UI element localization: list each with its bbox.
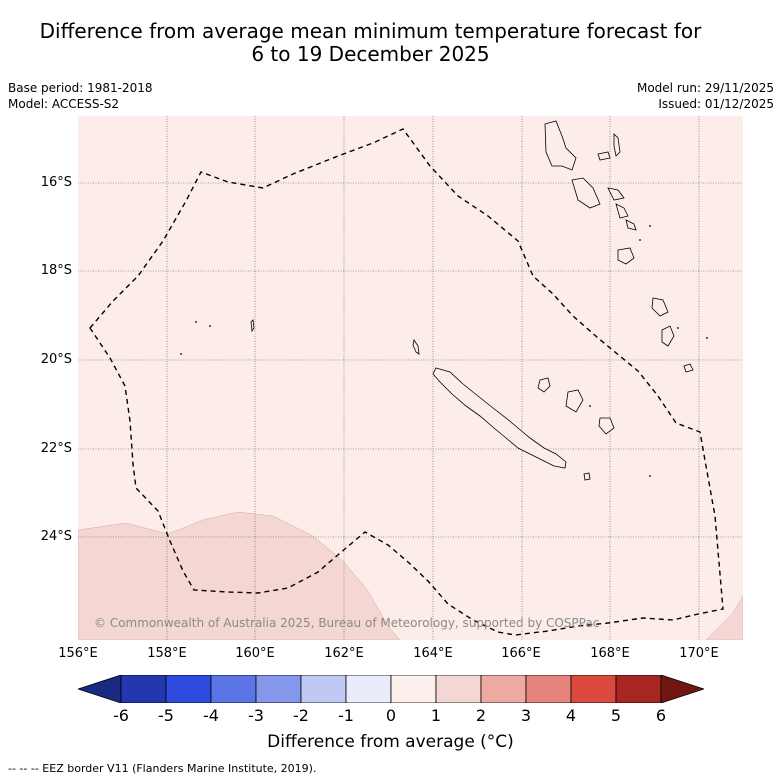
colorbar-segment [300, 675, 347, 703]
lat-label: 16°S [40, 175, 72, 190]
colorbar-tick: -3 [248, 706, 264, 725]
colorbar-tick: -4 [203, 706, 219, 725]
colorbar-tick: -6 [113, 706, 129, 725]
lat-label: 18°S [40, 263, 72, 278]
map-canvas [78, 116, 743, 640]
colorbar-title: Difference from average (°C) [267, 732, 514, 752]
colorbar-segment [390, 675, 437, 703]
anomaly-region-southeast [705, 595, 743, 640]
island-pentecost [607, 187, 625, 201]
island-efate [617, 247, 635, 265]
island-malo [597, 151, 611, 161]
colorbar-tick: -2 [293, 706, 309, 725]
island-belep [412, 338, 420, 355]
lon-label: 168°E [590, 646, 630, 661]
island-erromango [651, 297, 669, 317]
base-period: Base period: 1981-2018 [8, 81, 153, 95]
colorbar-segment [210, 675, 257, 703]
island-tanna [661, 325, 675, 347]
colorbar-tick: 1 [430, 706, 442, 725]
copyright-watermark: © Commonwealth of Australia 2025, Bureau… [94, 616, 600, 630]
chart-title: Difference from average mean minimum tem… [0, 20, 781, 66]
anomaly-region-southwest [78, 511, 401, 640]
lat-label: 20°S [40, 352, 72, 367]
model-run: Model run: 29/11/2025 [636, 81, 774, 95]
island-rennell [250, 319, 255, 333]
colorbar-segment [570, 675, 617, 703]
colorbar-segment [525, 675, 572, 703]
island-pines [583, 472, 591, 481]
title-line-1: Difference from average mean minimum tem… [39, 19, 702, 43]
lon-label: 162°E [324, 646, 364, 661]
meta-left: Base period: 1981-2018 Model: ACCESS-S2 [8, 80, 153, 112]
lon-label: 156°E [58, 646, 98, 661]
lon-label: 160°E [235, 646, 275, 661]
meta-right: Model run: 29/11/2025 Issued: 01/12/2025 [637, 80, 774, 112]
island-ouvea [537, 377, 551, 393]
lon-label: 158°E [147, 646, 187, 661]
island-aneityum [683, 363, 694, 373]
colorbar-segment [615, 675, 662, 703]
colorbar-tick: 3 [520, 706, 532, 725]
colorbar-tick: 5 [610, 706, 622, 725]
island-grande-terre [432, 367, 567, 469]
title-line-2: 6 to 19 December 2025 [251, 42, 490, 66]
colorbar-tick: 6 [655, 706, 667, 725]
colorbar-segment [480, 675, 527, 703]
lon-label: 164°E [413, 646, 453, 661]
island-espiritu-santo [544, 120, 577, 171]
model-name: Model: ACCESS-S2 [8, 97, 120, 111]
colorbar-segments [78, 675, 704, 703]
colorbar-tick: 4 [565, 706, 577, 725]
small-islets [180, 225, 708, 477]
colorbar-extension-high [660, 675, 704, 703]
lat-label: 22°S [40, 441, 72, 456]
colorbar-segment [165, 675, 212, 703]
island-epi [625, 219, 637, 231]
eez-border [89, 128, 724, 636]
colorbar-segment [120, 675, 167, 703]
colorbar-segment [345, 675, 392, 703]
island-lifou [565, 389, 584, 413]
colorbar-tick: -5 [158, 706, 174, 725]
colorbar [78, 675, 704, 703]
eez-legend: -- -- -- EEZ border V11 (Flanders Marine… [8, 762, 317, 775]
colorbar-segment [255, 675, 302, 703]
colorbar-segment [435, 675, 482, 703]
map-panel: © Commonwealth of Australia 2025, Bureau… [78, 116, 743, 640]
island-malakula [571, 177, 601, 209]
lat-label: 24°S [40, 529, 72, 544]
island-maewo [613, 133, 621, 157]
issued-date: Issued: 01/12/2025 [658, 97, 774, 111]
colorbar-extension-low [78, 675, 122, 703]
colorbar-tick: 0 [385, 706, 397, 725]
island-ambrym [615, 203, 629, 219]
island-mare [598, 417, 615, 435]
graticule [78, 116, 743, 640]
coastlines [250, 120, 694, 481]
colorbar-tick: -1 [338, 706, 354, 725]
lon-label: 166°E [501, 646, 541, 661]
lon-label: 170°E [679, 646, 719, 661]
colorbar-tick: 2 [475, 706, 487, 725]
